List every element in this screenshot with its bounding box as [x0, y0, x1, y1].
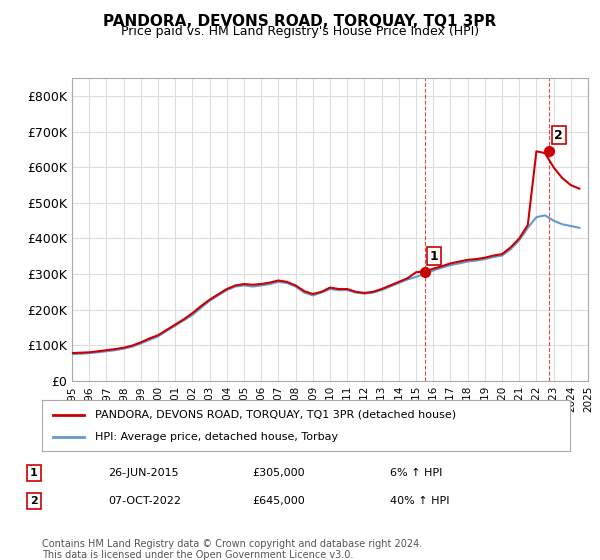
Text: PANDORA, DEVONS ROAD, TORQUAY, TQ1 3PR (detached house): PANDORA, DEVONS ROAD, TORQUAY, TQ1 3PR (… [95, 409, 456, 419]
Text: Price paid vs. HM Land Registry's House Price Index (HPI): Price paid vs. HM Land Registry's House … [121, 25, 479, 38]
Text: 07-OCT-2022: 07-OCT-2022 [108, 496, 181, 506]
Text: 2: 2 [554, 129, 563, 142]
Text: PANDORA, DEVONS ROAD, TORQUAY, TQ1 3PR: PANDORA, DEVONS ROAD, TORQUAY, TQ1 3PR [103, 14, 497, 29]
Text: £305,000: £305,000 [252, 468, 305, 478]
Text: 26-JUN-2015: 26-JUN-2015 [108, 468, 179, 478]
Text: 6% ↑ HPI: 6% ↑ HPI [390, 468, 442, 478]
Text: 2: 2 [30, 496, 38, 506]
Text: Contains HM Land Registry data © Crown copyright and database right 2024.
This d: Contains HM Land Registry data © Crown c… [42, 539, 422, 560]
Text: 40% ↑ HPI: 40% ↑ HPI [390, 496, 449, 506]
Text: £645,000: £645,000 [252, 496, 305, 506]
Text: HPI: Average price, detached house, Torbay: HPI: Average price, detached house, Torb… [95, 432, 338, 442]
Text: 1: 1 [30, 468, 38, 478]
Text: 1: 1 [430, 250, 439, 263]
